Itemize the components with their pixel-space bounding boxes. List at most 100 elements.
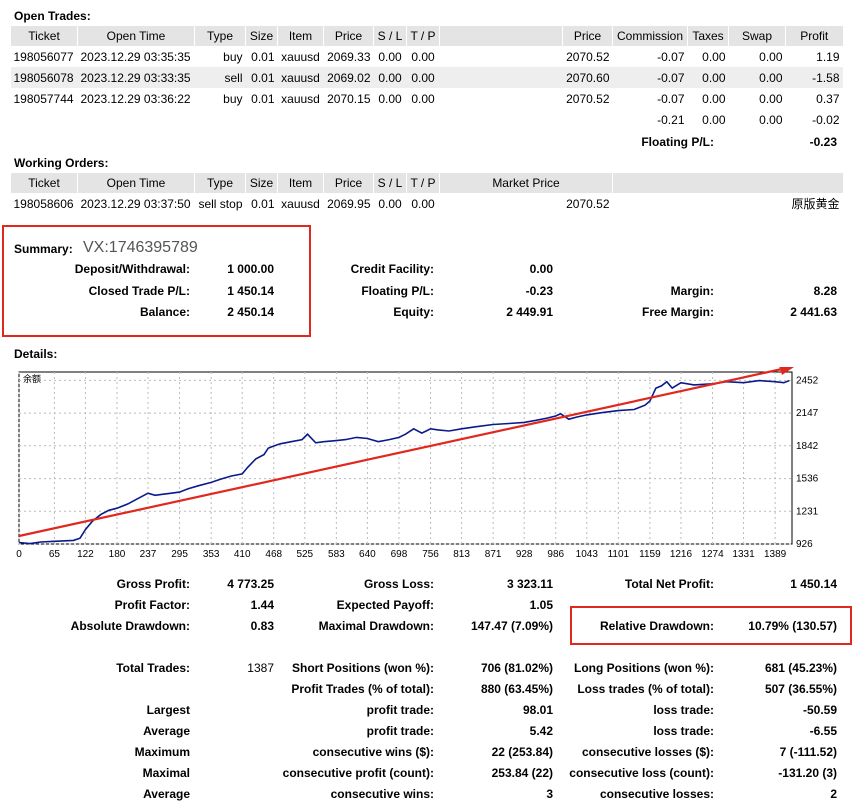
stat-row-b-value: -50.59 [802,703,837,717]
table-row[interactable]: 198058606 2023.12.29 03:37:50 sell stop 0.0… [11,193,843,214]
column-header: Type [194,26,246,46]
table-cell: 2069.33 [327,49,371,64]
table-cell: 2023.12.29 03:35:35 [80,49,191,64]
table-cell: 2070.52 [566,196,610,211]
column-header: Open Time [77,173,195,193]
deposit-label: Deposit/Withdrawal: [74,262,190,276]
short-positions-value: 706 (81.02%) [480,661,553,675]
column-header: Type [194,173,246,193]
table-row[interactable]: 198057744 2023.12.29 03:36:22 buy 0.01 xauus… [11,88,843,109]
closed-pl-label: Closed Trade P/L: [88,284,190,298]
table-cell: 2069.02 [323,67,374,88]
table-cell: sell [194,67,246,88]
column-header: S / L [373,26,407,46]
summary-floating-value: -0.23 [525,284,553,298]
table-cell: 0.00 [687,67,729,88]
x-tick-label: 525 [296,549,313,560]
stat-row-name: Largest [146,703,190,717]
table-cell: -0.07 [657,49,685,64]
gross-profit-value: 4 773.25 [227,577,274,591]
column-header: Price [562,26,613,46]
margin-value: 8.28 [813,284,837,298]
y-tick-label: 1231 [796,506,819,517]
short-positions-label: Short Positions (won %): [292,661,434,675]
relative-drawdown-value: 10.79% (130.57) [748,619,837,633]
closed-pl-value: 1 450.14 [227,284,274,298]
stat-row-a-value: 3 [546,787,553,801]
y-tick-label: 1536 [796,474,819,485]
table-cell: xauusd [281,91,320,106]
trend-arrow-head [779,367,794,375]
total-trades-label: Total Trades: [116,661,190,675]
equity-label: Equity: [393,305,434,319]
x-tick-label: 410 [234,549,251,560]
summary-watermark: VX:1746395789 [83,239,198,256]
table-cell: buy [223,91,243,106]
table-cell [439,67,563,88]
balance-value: 2 450.14 [227,305,274,319]
table-cell: xauusd [277,67,324,88]
summary-highlight-box [2,225,311,337]
stat-row-b-value: -6.55 [809,724,837,738]
free-margin-label: Free Margin: [641,305,714,319]
table-cell: 2070.15 [327,91,371,106]
stat-row-a-label: profit trade: [366,724,434,738]
column-header: Profit [785,26,843,46]
total-profit: -0.02 [812,112,840,127]
relative-drawdown-label: Relative Drawdown: [599,619,714,633]
column-header: T / P [406,173,440,193]
table-row[interactable]: 198056077 2023.12.29 03:35:35 buy 0.01 xauus… [11,46,843,67]
relative-drawdown-highlight-box [570,606,852,645]
table-cell: 0.01 [251,49,275,64]
table-cell [440,88,563,109]
x-tick-label: 1389 [764,549,787,560]
table-cell: 2070.60 [562,67,613,88]
table-cell: sell stop [198,196,243,211]
table-cell: 0.00 [728,67,786,88]
free-margin-value: 2 441.63 [790,305,837,319]
stat-row-a-value: 5.42 [529,724,553,738]
chart-legend: 余额 [23,373,41,385]
table-cell: 2023.12.29 03:37:50 [80,196,191,211]
y-tick-label: 1842 [796,441,819,452]
table-cell: -0.07 [612,67,688,88]
profit-trades-value: 880 (63.45%) [480,682,553,696]
balance-chart: 0 65 122 180 237 295 353 410 468 525 583 640 698 756 8… [16,367,819,560]
table-row[interactable]: 198056078 2023.12.29 03:33:35 sell 0.01 xauu… [10,67,843,88]
stat-row-b-label: loss trade: [653,703,714,717]
table-cell: 198057744 [13,91,74,106]
total-taxes: 0.00 [702,112,726,127]
column-header: Price [323,26,374,46]
stat-row-name: Average [143,724,190,738]
loss-trades-label: Loss trades (% of total): [577,682,714,696]
table-cell: 0.00 [411,196,435,211]
x-tick-label: 468 [265,549,282,560]
column-header: Market Price [439,173,613,193]
column-header: Size [245,173,278,193]
table-cell: 0.01 [251,196,275,211]
stat-row-a-value: 253.84 (22) [491,766,553,780]
x-tick-label: 295 [171,549,188,560]
x-tick-label: 237 [140,549,157,560]
stat-row-b-value: 2 [830,787,837,801]
table-cell: 0.01 [251,91,275,106]
total-trades-value: 1387 [247,661,274,675]
x-tick-label: 583 [328,549,345,560]
table-cell: 0.00 [411,49,435,64]
table-cell: 198056077 [13,49,74,64]
maximal-drawdown-value: 147.47 (7.09%) [470,619,553,633]
summary-floating-label: Floating P/L: [361,284,434,298]
table-cell: 0.00 [702,91,726,106]
stat-row-a-value: 22 (253.84) [491,745,553,759]
loss-trades-value: 507 (36.55%) [764,682,837,696]
column-header: Price [323,173,374,193]
table-cell: 2070.52 [566,49,610,64]
table-cell: xauusd [281,196,320,211]
deposit-value: 1 000.00 [227,262,274,276]
working-orders-title: Working Orders: [14,156,109,170]
stat-row-a-value: 98.01 [522,703,553,717]
x-tick-label: 813 [453,549,470,560]
trend-arrow-line [18,367,783,538]
details-title: Details: [14,347,58,361]
